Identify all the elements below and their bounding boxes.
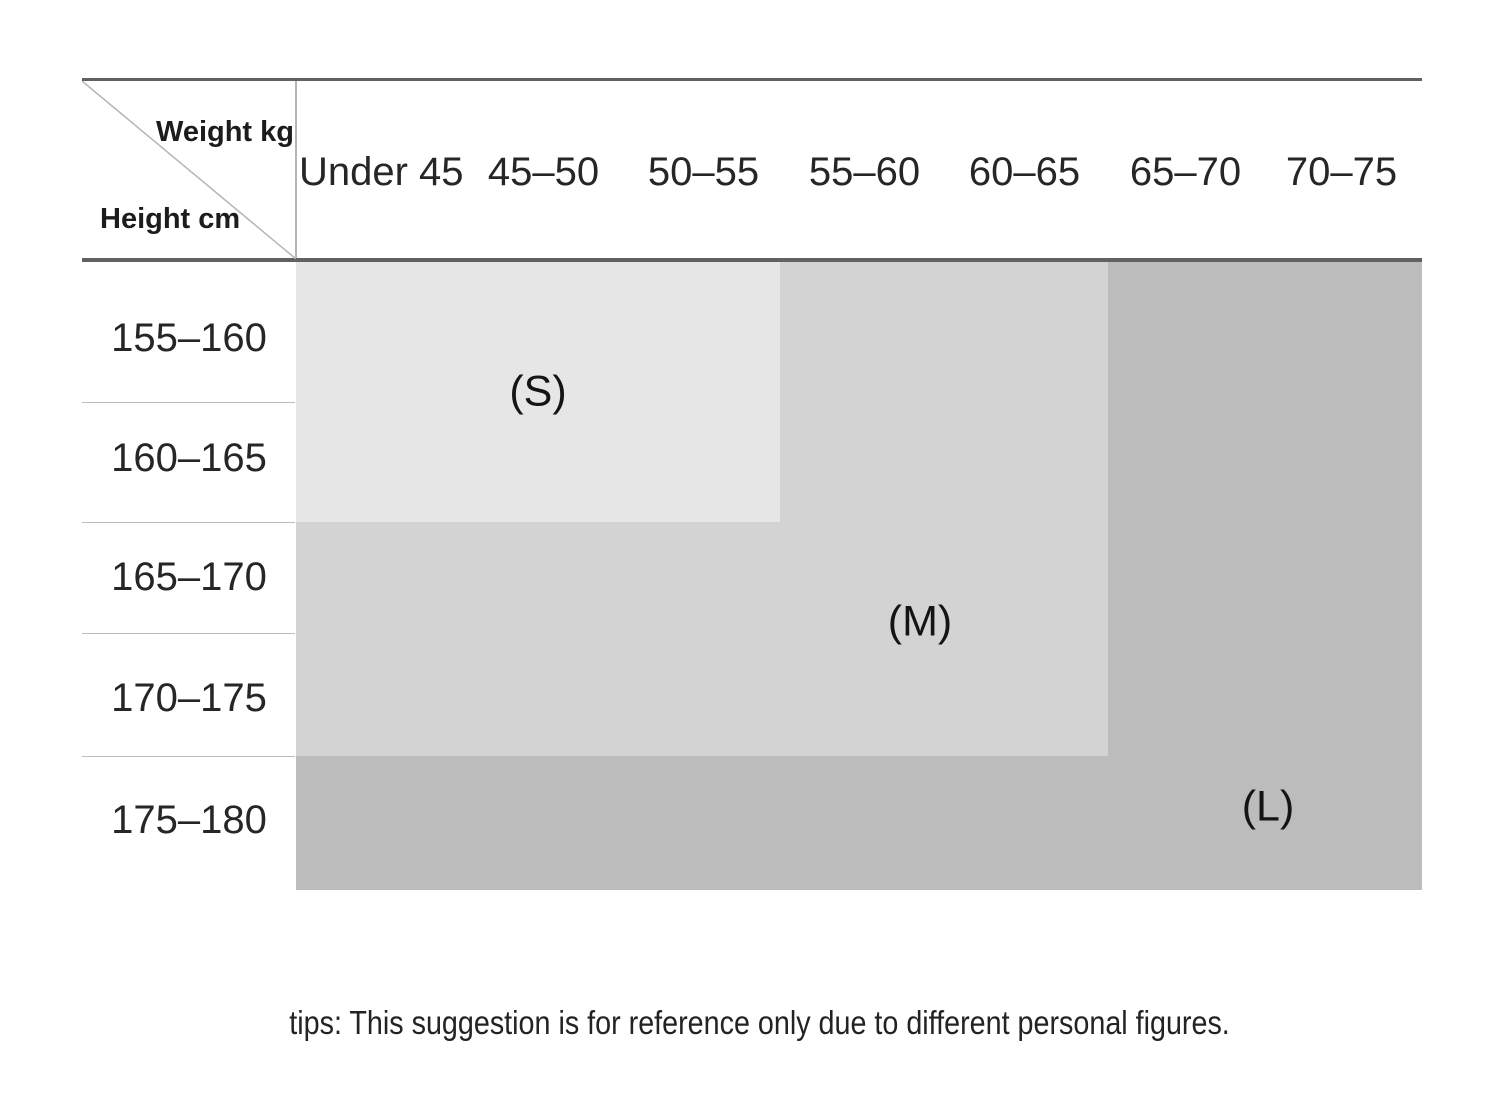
- corner-diagonal-line: [82, 81, 296, 259]
- size-label-m: (M): [887, 597, 953, 646]
- column-header-under-45: Under 45: [299, 150, 464, 194]
- row-header-170-175: 170–175: [111, 676, 267, 720]
- header-bottom-border: [82, 258, 1422, 262]
- row-divider: [82, 402, 295, 403]
- size-label-l: (L): [1241, 782, 1295, 831]
- height-axis-label: Height cm: [100, 203, 241, 235]
- row-header-155-160: 155–160: [111, 316, 267, 360]
- row-header-165-170: 165–170: [111, 555, 267, 599]
- footer-tips-text: tips: This suggestion is for reference o…: [289, 1004, 1231, 1041]
- table-top-border: [82, 78, 1422, 81]
- column-header-65-70: 65–70: [1129, 150, 1242, 194]
- row-divider: [82, 522, 295, 523]
- row-header-160-165: 160–165: [111, 436, 267, 480]
- column-header-60-65: 60–65: [968, 150, 1081, 194]
- size-label-s: (S): [509, 367, 567, 416]
- size-region-s: [296, 262, 780, 522]
- footer-tips: tips: This suggestion is for reference o…: [0, 1002, 1500, 1044]
- column-header-45-50: 45–50: [487, 150, 600, 194]
- corner-vertical-divider: [295, 81, 297, 258]
- row-divider: [82, 633, 295, 634]
- row-header-175-180: 175–180: [111, 798, 267, 842]
- column-header-50-55: 50–55: [647, 150, 760, 194]
- row-divider: [82, 756, 295, 757]
- column-header-55-60: 55–60: [808, 150, 921, 194]
- weight-axis-label: Weight kg: [155, 116, 294, 148]
- column-header-70-75: 70–75: [1285, 150, 1398, 194]
